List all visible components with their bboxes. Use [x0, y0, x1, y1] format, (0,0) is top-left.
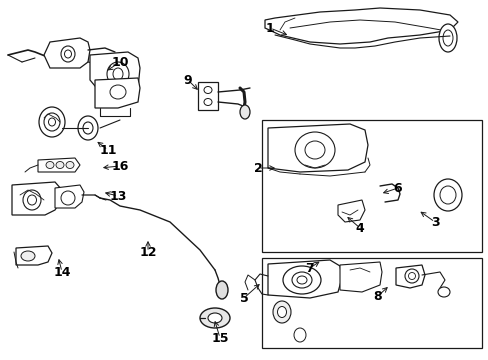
Ellipse shape: [277, 306, 286, 318]
Ellipse shape: [39, 107, 65, 137]
Text: 4: 4: [355, 221, 364, 234]
Polygon shape: [395, 265, 424, 288]
Text: 12: 12: [139, 246, 157, 258]
Ellipse shape: [283, 266, 320, 294]
Ellipse shape: [113, 68, 123, 80]
Ellipse shape: [23, 190, 41, 210]
Polygon shape: [12, 182, 62, 215]
Bar: [262, 258, 481, 348]
Polygon shape: [267, 124, 367, 172]
Ellipse shape: [48, 118, 55, 126]
Text: 16: 16: [111, 159, 128, 172]
Text: 8: 8: [373, 289, 382, 302]
Polygon shape: [264, 8, 457, 44]
Ellipse shape: [407, 273, 415, 279]
Polygon shape: [90, 52, 140, 98]
Text: 1: 1: [265, 22, 274, 35]
Ellipse shape: [107, 62, 129, 86]
Ellipse shape: [305, 141, 325, 159]
Text: 6: 6: [393, 181, 402, 194]
Ellipse shape: [404, 269, 418, 283]
Polygon shape: [38, 158, 80, 172]
Polygon shape: [16, 246, 52, 265]
Polygon shape: [339, 262, 381, 292]
Polygon shape: [198, 82, 218, 110]
Ellipse shape: [44, 113, 60, 131]
Text: 9: 9: [183, 73, 192, 86]
Ellipse shape: [293, 328, 305, 342]
Ellipse shape: [21, 251, 35, 261]
Ellipse shape: [439, 186, 455, 204]
Polygon shape: [95, 78, 140, 108]
Ellipse shape: [66, 162, 74, 168]
Polygon shape: [267, 260, 341, 298]
Ellipse shape: [78, 116, 98, 140]
Text: 14: 14: [53, 266, 71, 279]
Ellipse shape: [294, 132, 334, 168]
Ellipse shape: [64, 50, 71, 58]
Text: 5: 5: [239, 292, 248, 305]
Ellipse shape: [56, 162, 64, 168]
Text: 2: 2: [253, 162, 262, 175]
Ellipse shape: [442, 30, 452, 46]
Ellipse shape: [110, 85, 126, 99]
Text: 10: 10: [111, 55, 128, 68]
Ellipse shape: [291, 272, 311, 288]
Text: 3: 3: [430, 216, 438, 229]
Ellipse shape: [61, 46, 75, 62]
Polygon shape: [55, 185, 84, 208]
Ellipse shape: [200, 308, 229, 328]
Text: 13: 13: [109, 189, 126, 202]
Polygon shape: [44, 38, 90, 68]
Ellipse shape: [46, 162, 54, 168]
Ellipse shape: [203, 86, 212, 94]
Ellipse shape: [207, 313, 222, 323]
Ellipse shape: [27, 195, 37, 205]
Ellipse shape: [61, 191, 75, 205]
Ellipse shape: [438, 24, 456, 52]
Ellipse shape: [437, 287, 449, 297]
Ellipse shape: [433, 179, 461, 211]
Ellipse shape: [272, 301, 290, 323]
Text: 11: 11: [99, 144, 117, 157]
Bar: [262, 120, 481, 252]
Ellipse shape: [203, 99, 212, 105]
Ellipse shape: [216, 281, 227, 299]
Text: 15: 15: [211, 332, 228, 345]
Ellipse shape: [296, 276, 306, 284]
Ellipse shape: [240, 105, 249, 119]
Ellipse shape: [83, 122, 93, 134]
Text: 7: 7: [305, 261, 314, 274]
Polygon shape: [337, 200, 364, 222]
